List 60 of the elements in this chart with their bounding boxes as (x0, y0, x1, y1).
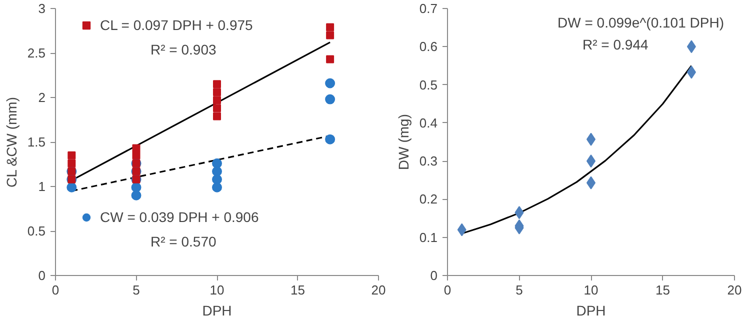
x-tick-label: 10 (584, 282, 598, 298)
y-tick-label: 0.5 (27, 224, 46, 238)
point (212, 182, 222, 192)
y-tick-label: 0.4 (419, 115, 438, 130)
x-axis-title: DPH (576, 302, 606, 318)
x-tick-label: 15 (656, 282, 670, 298)
point (213, 80, 221, 88)
point (212, 174, 222, 184)
point (212, 166, 222, 176)
point (325, 94, 336, 104)
annotation: DW = 0.099e^(0.101 DPH) (558, 14, 724, 30)
y-tick-label: 0.1 (419, 230, 438, 245)
point (325, 134, 336, 144)
y-axis-title: CL &CW (mm) (3, 97, 20, 188)
point (326, 23, 334, 32)
y-tick-label: 2 (38, 90, 46, 105)
point (68, 159, 76, 168)
legend-label: CW = 0.039 DPH + 0.906 (100, 209, 259, 225)
point (68, 151, 76, 160)
point (132, 151, 140, 160)
y-tick-label: 0 (430, 268, 438, 283)
point (213, 96, 221, 104)
legend-label: CL = 0.097 DPH + 0.975 (100, 17, 253, 33)
point (326, 31, 334, 40)
y-axis-title: DW (mg) (395, 114, 412, 170)
y-tick-label: 0.6 (419, 39, 438, 54)
x-tick-label: 20 (727, 282, 742, 298)
point (132, 144, 140, 152)
point (325, 78, 336, 88)
x-tick-label: 0 (52, 282, 60, 298)
y-tick-label: 1 (38, 179, 46, 194)
point (131, 190, 142, 200)
x-axis-title: DPH (202, 302, 232, 318)
x-tick-label: 5 (132, 282, 140, 298)
y-tick-label: 0 (38, 268, 46, 283)
y-tick-label: 0.2 (419, 192, 438, 207)
point (213, 104, 221, 112)
x-tick-label: 10 (210, 282, 224, 298)
point (213, 88, 221, 96)
point (457, 223, 466, 236)
point (213, 112, 221, 120)
y-tick-label: 0.5 (419, 77, 438, 92)
annotation: R² = 0.570 (150, 234, 216, 250)
point (326, 55, 334, 64)
x-tick-label: 0 (444, 282, 452, 298)
y-tick-label: 0.3 (419, 154, 438, 169)
y-tick-label: 3 (38, 1, 46, 16)
y-tick-label: 0.7 (419, 1, 438, 16)
point (686, 66, 696, 79)
annotation: R² = 0.903 (150, 42, 216, 58)
x-tick-label: 15 (290, 282, 305, 298)
point (212, 158, 222, 168)
annotation: R² = 0.944 (582, 36, 648, 52)
y-tick-label: 2.5 (27, 46, 46, 60)
x-tick-label: 20 (371, 282, 386, 298)
y-tick-label: 1.5 (27, 134, 46, 150)
point (66, 182, 77, 192)
point (514, 206, 524, 220)
x-tick-label: 5 (516, 282, 523, 298)
point (686, 40, 696, 54)
